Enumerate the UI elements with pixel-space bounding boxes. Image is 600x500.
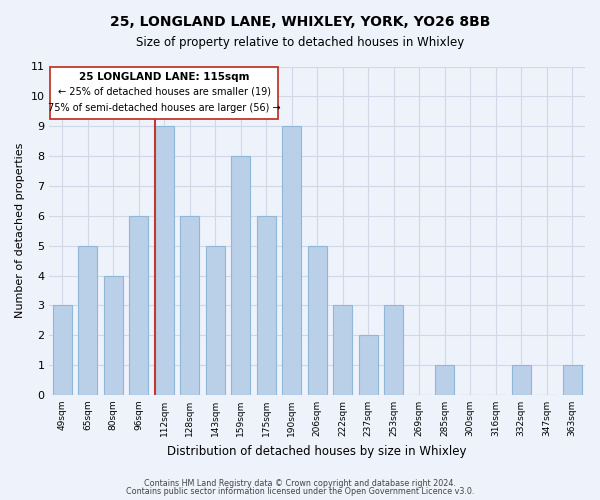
Bar	[206, 246, 225, 395]
Bar	[333, 306, 352, 395]
Bar	[53, 306, 72, 395]
Bar	[180, 216, 199, 395]
FancyBboxPatch shape	[50, 66, 278, 119]
Bar	[129, 216, 148, 395]
Bar	[308, 246, 327, 395]
Text: ← 25% of detached houses are smaller (19): ← 25% of detached houses are smaller (19…	[58, 87, 271, 97]
Bar	[155, 126, 174, 395]
X-axis label: Distribution of detached houses by size in Whixley: Distribution of detached houses by size …	[167, 444, 467, 458]
Text: Contains public sector information licensed under the Open Government Licence v3: Contains public sector information licen…	[126, 488, 474, 496]
Text: 25 LONGLAND LANE: 115sqm: 25 LONGLAND LANE: 115sqm	[79, 72, 250, 82]
Text: Size of property relative to detached houses in Whixley: Size of property relative to detached ho…	[136, 36, 464, 49]
Bar	[359, 335, 378, 395]
Bar	[282, 126, 301, 395]
Bar	[563, 365, 582, 395]
Bar	[512, 365, 531, 395]
Bar	[78, 246, 97, 395]
Text: 75% of semi-detached houses are larger (56) →: 75% of semi-detached houses are larger (…	[48, 104, 280, 114]
Bar	[231, 156, 250, 395]
Bar	[435, 365, 454, 395]
Text: Contains HM Land Registry data © Crown copyright and database right 2024.: Contains HM Land Registry data © Crown c…	[144, 478, 456, 488]
Bar	[104, 276, 123, 395]
Bar	[257, 216, 276, 395]
Bar	[384, 306, 403, 395]
Y-axis label: Number of detached properties: Number of detached properties	[15, 143, 25, 318]
Text: 25, LONGLAND LANE, WHIXLEY, YORK, YO26 8BB: 25, LONGLAND LANE, WHIXLEY, YORK, YO26 8…	[110, 15, 490, 29]
